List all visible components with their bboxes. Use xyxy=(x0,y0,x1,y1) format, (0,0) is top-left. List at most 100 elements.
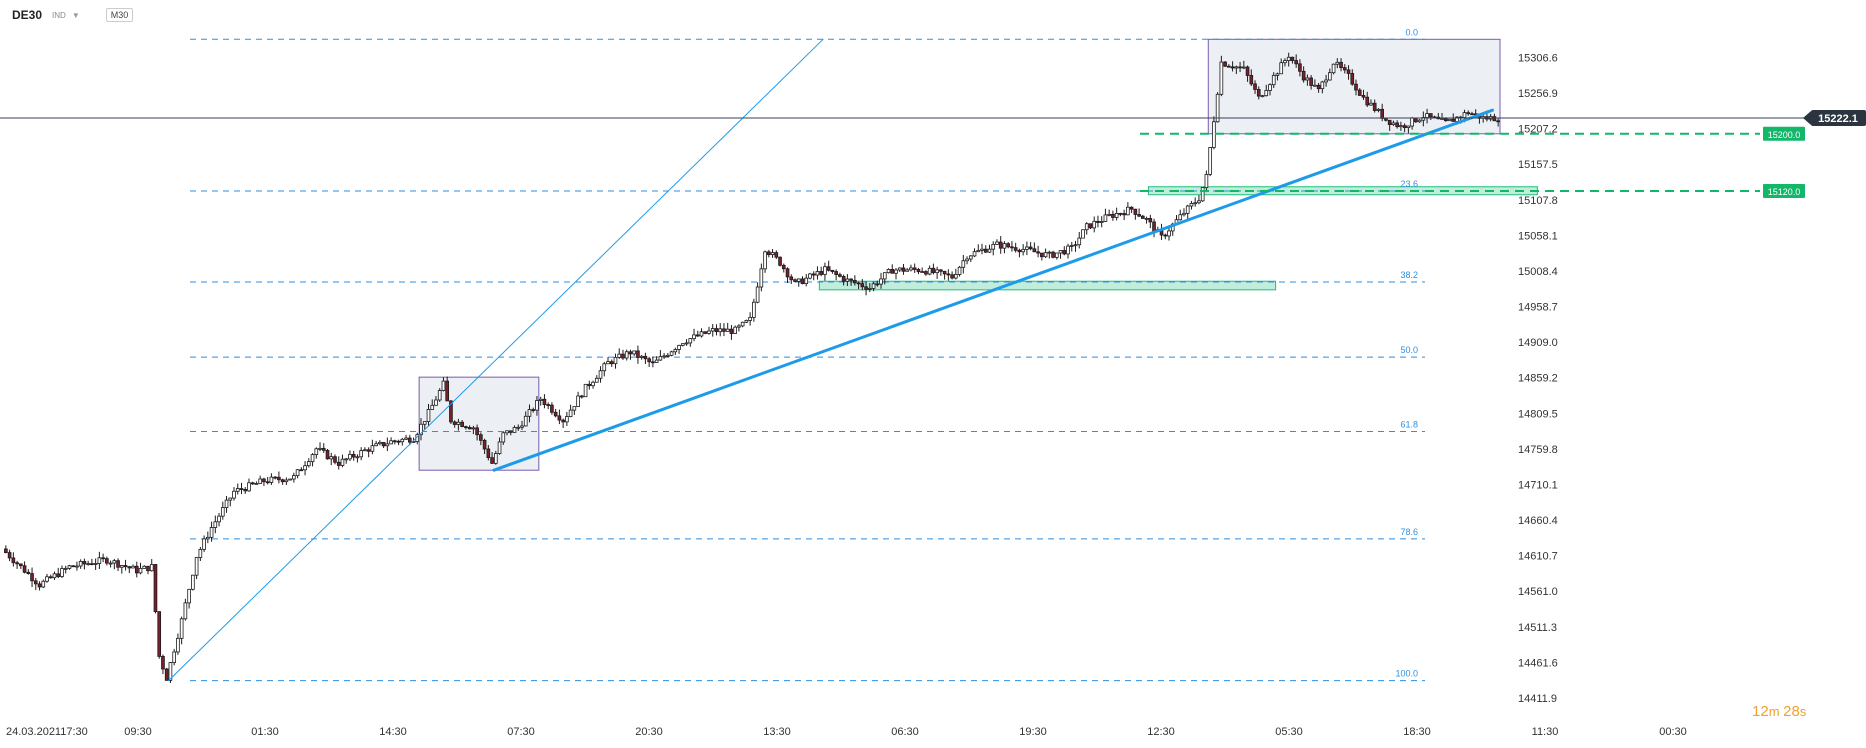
candle-up xyxy=(576,395,580,408)
candle-up xyxy=(149,564,154,572)
candle-up xyxy=(677,344,681,350)
candle-down xyxy=(1036,251,1040,254)
candle-up xyxy=(1092,220,1097,229)
candle-up xyxy=(314,448,319,456)
candle-up xyxy=(1219,61,1224,95)
candle-down xyxy=(486,448,491,459)
x-tick-label: 12:30 xyxy=(1147,726,1175,738)
candle-up xyxy=(1197,200,1201,204)
candle-down xyxy=(1357,89,1362,96)
candle-up xyxy=(1410,117,1414,127)
candle-down xyxy=(336,461,341,466)
candle-down xyxy=(1006,243,1011,248)
candle-up xyxy=(538,398,543,401)
x-tick-label: 11:30 xyxy=(1532,726,1559,738)
candle-down xyxy=(1428,113,1433,118)
candle-up xyxy=(378,441,382,445)
candle-down xyxy=(123,565,128,568)
candle-up xyxy=(501,432,506,443)
candle-up xyxy=(1054,252,1059,258)
candle-down xyxy=(105,558,109,564)
candle-down xyxy=(651,361,655,364)
candle-up xyxy=(86,563,90,566)
candle-down xyxy=(1316,84,1321,90)
candle-down xyxy=(366,449,371,452)
candle-down xyxy=(714,328,719,333)
candle-down xyxy=(1496,120,1500,123)
countdown-min-unit: m xyxy=(1768,704,1780,719)
symbol-label[interactable]: DE30 xyxy=(12,8,43,22)
candle-down xyxy=(1384,117,1388,121)
candle-up xyxy=(1025,246,1029,250)
y-tick-label: 15306.6 xyxy=(1518,52,1558,64)
candle-down xyxy=(146,565,150,572)
candle-down xyxy=(553,411,558,417)
candle-down xyxy=(1301,70,1306,81)
candle-up xyxy=(119,565,124,568)
candle-up xyxy=(1264,90,1269,97)
candle-down xyxy=(621,353,625,359)
y-tick-label: 14660.4 xyxy=(1518,515,1558,527)
candle-up xyxy=(954,274,958,279)
candle-up xyxy=(1200,187,1205,202)
candle-up xyxy=(142,565,147,569)
candle-down xyxy=(393,440,397,443)
candle-up xyxy=(400,438,405,443)
candle-up xyxy=(370,445,375,452)
candle-up xyxy=(572,406,577,411)
candle-up xyxy=(1099,220,1104,223)
chevron-down-icon[interactable]: ▼ xyxy=(71,10,80,20)
candle-down xyxy=(931,267,936,274)
candle-down xyxy=(7,552,12,559)
candle-up xyxy=(684,342,689,345)
candle-down xyxy=(15,562,19,565)
candle-up xyxy=(957,266,962,275)
candle-up xyxy=(583,383,588,398)
candle-down xyxy=(860,283,865,288)
candle-up xyxy=(344,458,349,461)
fib-label-50.0: 50.0 xyxy=(1400,345,1418,355)
x-tick-label: 24.03.2021 xyxy=(6,726,61,738)
candle-up xyxy=(1047,251,1052,254)
candle-up xyxy=(1313,84,1317,87)
candle-up xyxy=(217,515,221,523)
candle-up xyxy=(516,426,521,429)
candle-up xyxy=(172,651,176,663)
candle-up xyxy=(306,461,311,467)
y-tick-label: 14710.1 xyxy=(1518,479,1558,491)
candle-up xyxy=(699,331,704,337)
candle-up xyxy=(359,450,363,458)
candle-down xyxy=(561,419,565,423)
candle-down xyxy=(774,252,779,258)
candle-down xyxy=(273,476,277,479)
candle-up xyxy=(1268,84,1272,91)
trendline-1[interactable] xyxy=(492,108,1495,472)
candle-down xyxy=(1350,73,1355,85)
candle-up xyxy=(497,441,502,454)
candle-up xyxy=(1369,102,1373,106)
candle-up xyxy=(961,260,966,268)
current-price-label: 15222.1 xyxy=(1818,113,1858,125)
candle-down xyxy=(1402,125,1407,129)
candle-up xyxy=(1073,244,1078,247)
candle-down xyxy=(490,457,494,464)
x-tick-label: 13:30 xyxy=(763,726,791,738)
candle-up xyxy=(594,377,599,383)
y-tick-label: 14610.7 xyxy=(1518,551,1558,563)
trendline-0[interactable] xyxy=(168,38,824,682)
candle-down xyxy=(33,580,38,585)
candle-up xyxy=(632,350,637,355)
timeframe-selector[interactable]: M30 xyxy=(105,8,134,22)
candle-up xyxy=(1399,125,1403,128)
candle-up xyxy=(1144,218,1149,220)
candle-down xyxy=(452,421,457,425)
candle-down xyxy=(508,430,513,433)
price-tag-pointer xyxy=(1803,110,1811,125)
x-tick-label: 00:30 xyxy=(1659,726,1687,738)
candle-down xyxy=(325,449,330,460)
candle-down xyxy=(37,583,42,588)
candle-down xyxy=(628,351,633,355)
candle-up xyxy=(1185,205,1190,214)
candle-down xyxy=(449,400,453,423)
